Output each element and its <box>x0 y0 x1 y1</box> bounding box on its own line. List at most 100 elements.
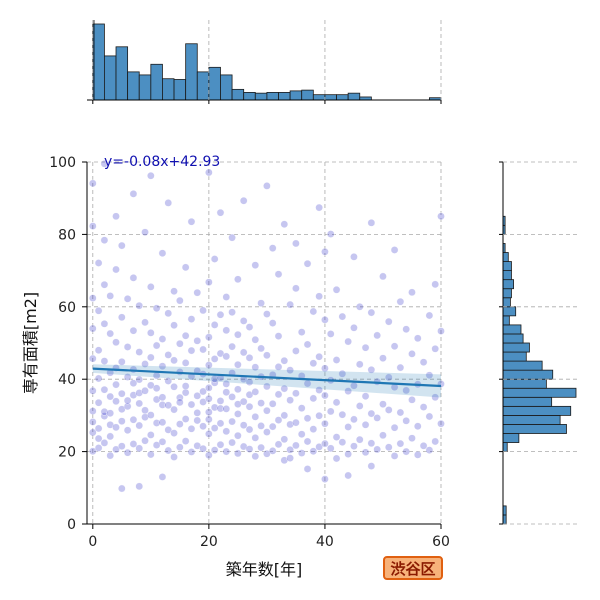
scatter-point <box>309 425 318 433</box>
x-hist-bar <box>185 43 198 101</box>
scatter-point <box>199 422 207 431</box>
scatter-point <box>147 171 155 180</box>
scatter-point <box>228 438 236 447</box>
scatter-point <box>106 292 115 300</box>
scatter-point <box>286 396 294 404</box>
scatter-point <box>118 484 126 493</box>
scatter-point <box>303 340 312 349</box>
scatter-point <box>123 295 132 303</box>
y-tick-label: 40 <box>58 372 76 388</box>
scatter-point <box>187 424 196 433</box>
scatter-point <box>141 413 149 422</box>
scatter-point <box>425 311 434 320</box>
scatter-point <box>216 404 225 413</box>
scatter-point <box>112 423 120 432</box>
scatter-point <box>245 425 254 434</box>
scatter-point <box>245 445 254 453</box>
scatter-point <box>118 442 126 450</box>
scatter-point <box>118 313 126 322</box>
x-hist-bar <box>324 94 337 101</box>
x-hist-bar <box>254 92 268 101</box>
y-hist-bar <box>502 306 517 317</box>
scatter-point <box>193 337 202 345</box>
scatter-point <box>106 421 115 429</box>
scatter-point <box>164 377 173 385</box>
regression-equation: y=-0.08x+42.93 <box>104 154 220 170</box>
scatter-point <box>176 339 184 348</box>
scatter-point <box>355 435 364 444</box>
scatter-point <box>187 400 196 409</box>
scatter-point <box>280 384 289 393</box>
scatter-point <box>89 418 97 426</box>
scatter-point <box>286 454 294 462</box>
scatter-point <box>129 415 138 424</box>
scatter-point <box>205 394 213 403</box>
scatter-point <box>263 382 271 391</box>
scatter-point <box>135 444 144 453</box>
scatter-point <box>181 382 190 390</box>
scatter-point <box>408 350 416 358</box>
y-hist-bar <box>502 270 512 281</box>
scatter-point <box>176 420 184 428</box>
scatter-point <box>239 317 248 325</box>
scatter-point <box>89 354 97 363</box>
scatter-point <box>413 334 422 343</box>
y-hist-bar <box>502 315 510 326</box>
scatter-point <box>344 387 352 395</box>
scatter-point <box>367 365 376 374</box>
scatter-point <box>263 428 271 436</box>
scatter-point <box>361 448 370 457</box>
scatter-point <box>379 400 387 408</box>
scatter-point <box>147 450 155 459</box>
scatter-point <box>135 482 144 491</box>
scatter-point <box>176 398 184 407</box>
y-hist-bar <box>502 433 520 443</box>
scatter-point <box>326 330 335 338</box>
scatter-point <box>152 419 161 427</box>
scatter-point <box>419 403 428 411</box>
scatter-point <box>170 405 178 414</box>
scatter-point <box>164 426 173 434</box>
scatter-point <box>181 437 190 445</box>
scatter-point <box>251 335 260 344</box>
scatter-point <box>187 217 196 226</box>
scatter-point <box>170 321 178 330</box>
scatter-point <box>158 418 167 427</box>
scatter-point <box>257 299 265 307</box>
scatter-point <box>257 443 265 452</box>
scatter-point <box>251 261 260 269</box>
scatter-point <box>390 246 399 254</box>
scatter-point <box>199 387 207 396</box>
scatter-point <box>106 432 115 441</box>
scatter-point <box>205 430 213 438</box>
x-hist-bar <box>92 23 105 101</box>
scatter-point <box>234 330 242 339</box>
scatter-point <box>100 280 109 289</box>
scatter-point <box>257 399 265 407</box>
scatter-point <box>164 401 173 410</box>
scatter-point <box>274 270 283 279</box>
y-hist-bar <box>502 297 511 308</box>
scatter-point <box>419 442 428 450</box>
scatter-point <box>280 220 289 229</box>
y-hist-bar <box>502 405 572 416</box>
scatter-point <box>222 388 231 397</box>
scatter-point <box>210 379 219 387</box>
scatter-point <box>245 323 254 331</box>
scatter-point <box>135 399 144 408</box>
scatter-point <box>94 374 103 383</box>
scatter-point <box>216 310 225 319</box>
scatter-point <box>379 354 387 363</box>
scatter-point <box>228 393 236 401</box>
scatter-point <box>118 241 126 250</box>
scatter-point <box>338 438 347 446</box>
scatter-point <box>350 323 358 332</box>
y-hist-bar <box>502 333 524 344</box>
scatter-point <box>176 393 184 402</box>
scatter-point <box>332 454 341 463</box>
scatter-point <box>129 274 138 282</box>
scatter-point <box>367 462 376 470</box>
scatter-point <box>228 233 236 242</box>
scatter-point <box>100 385 109 394</box>
scatter-point <box>187 346 196 355</box>
